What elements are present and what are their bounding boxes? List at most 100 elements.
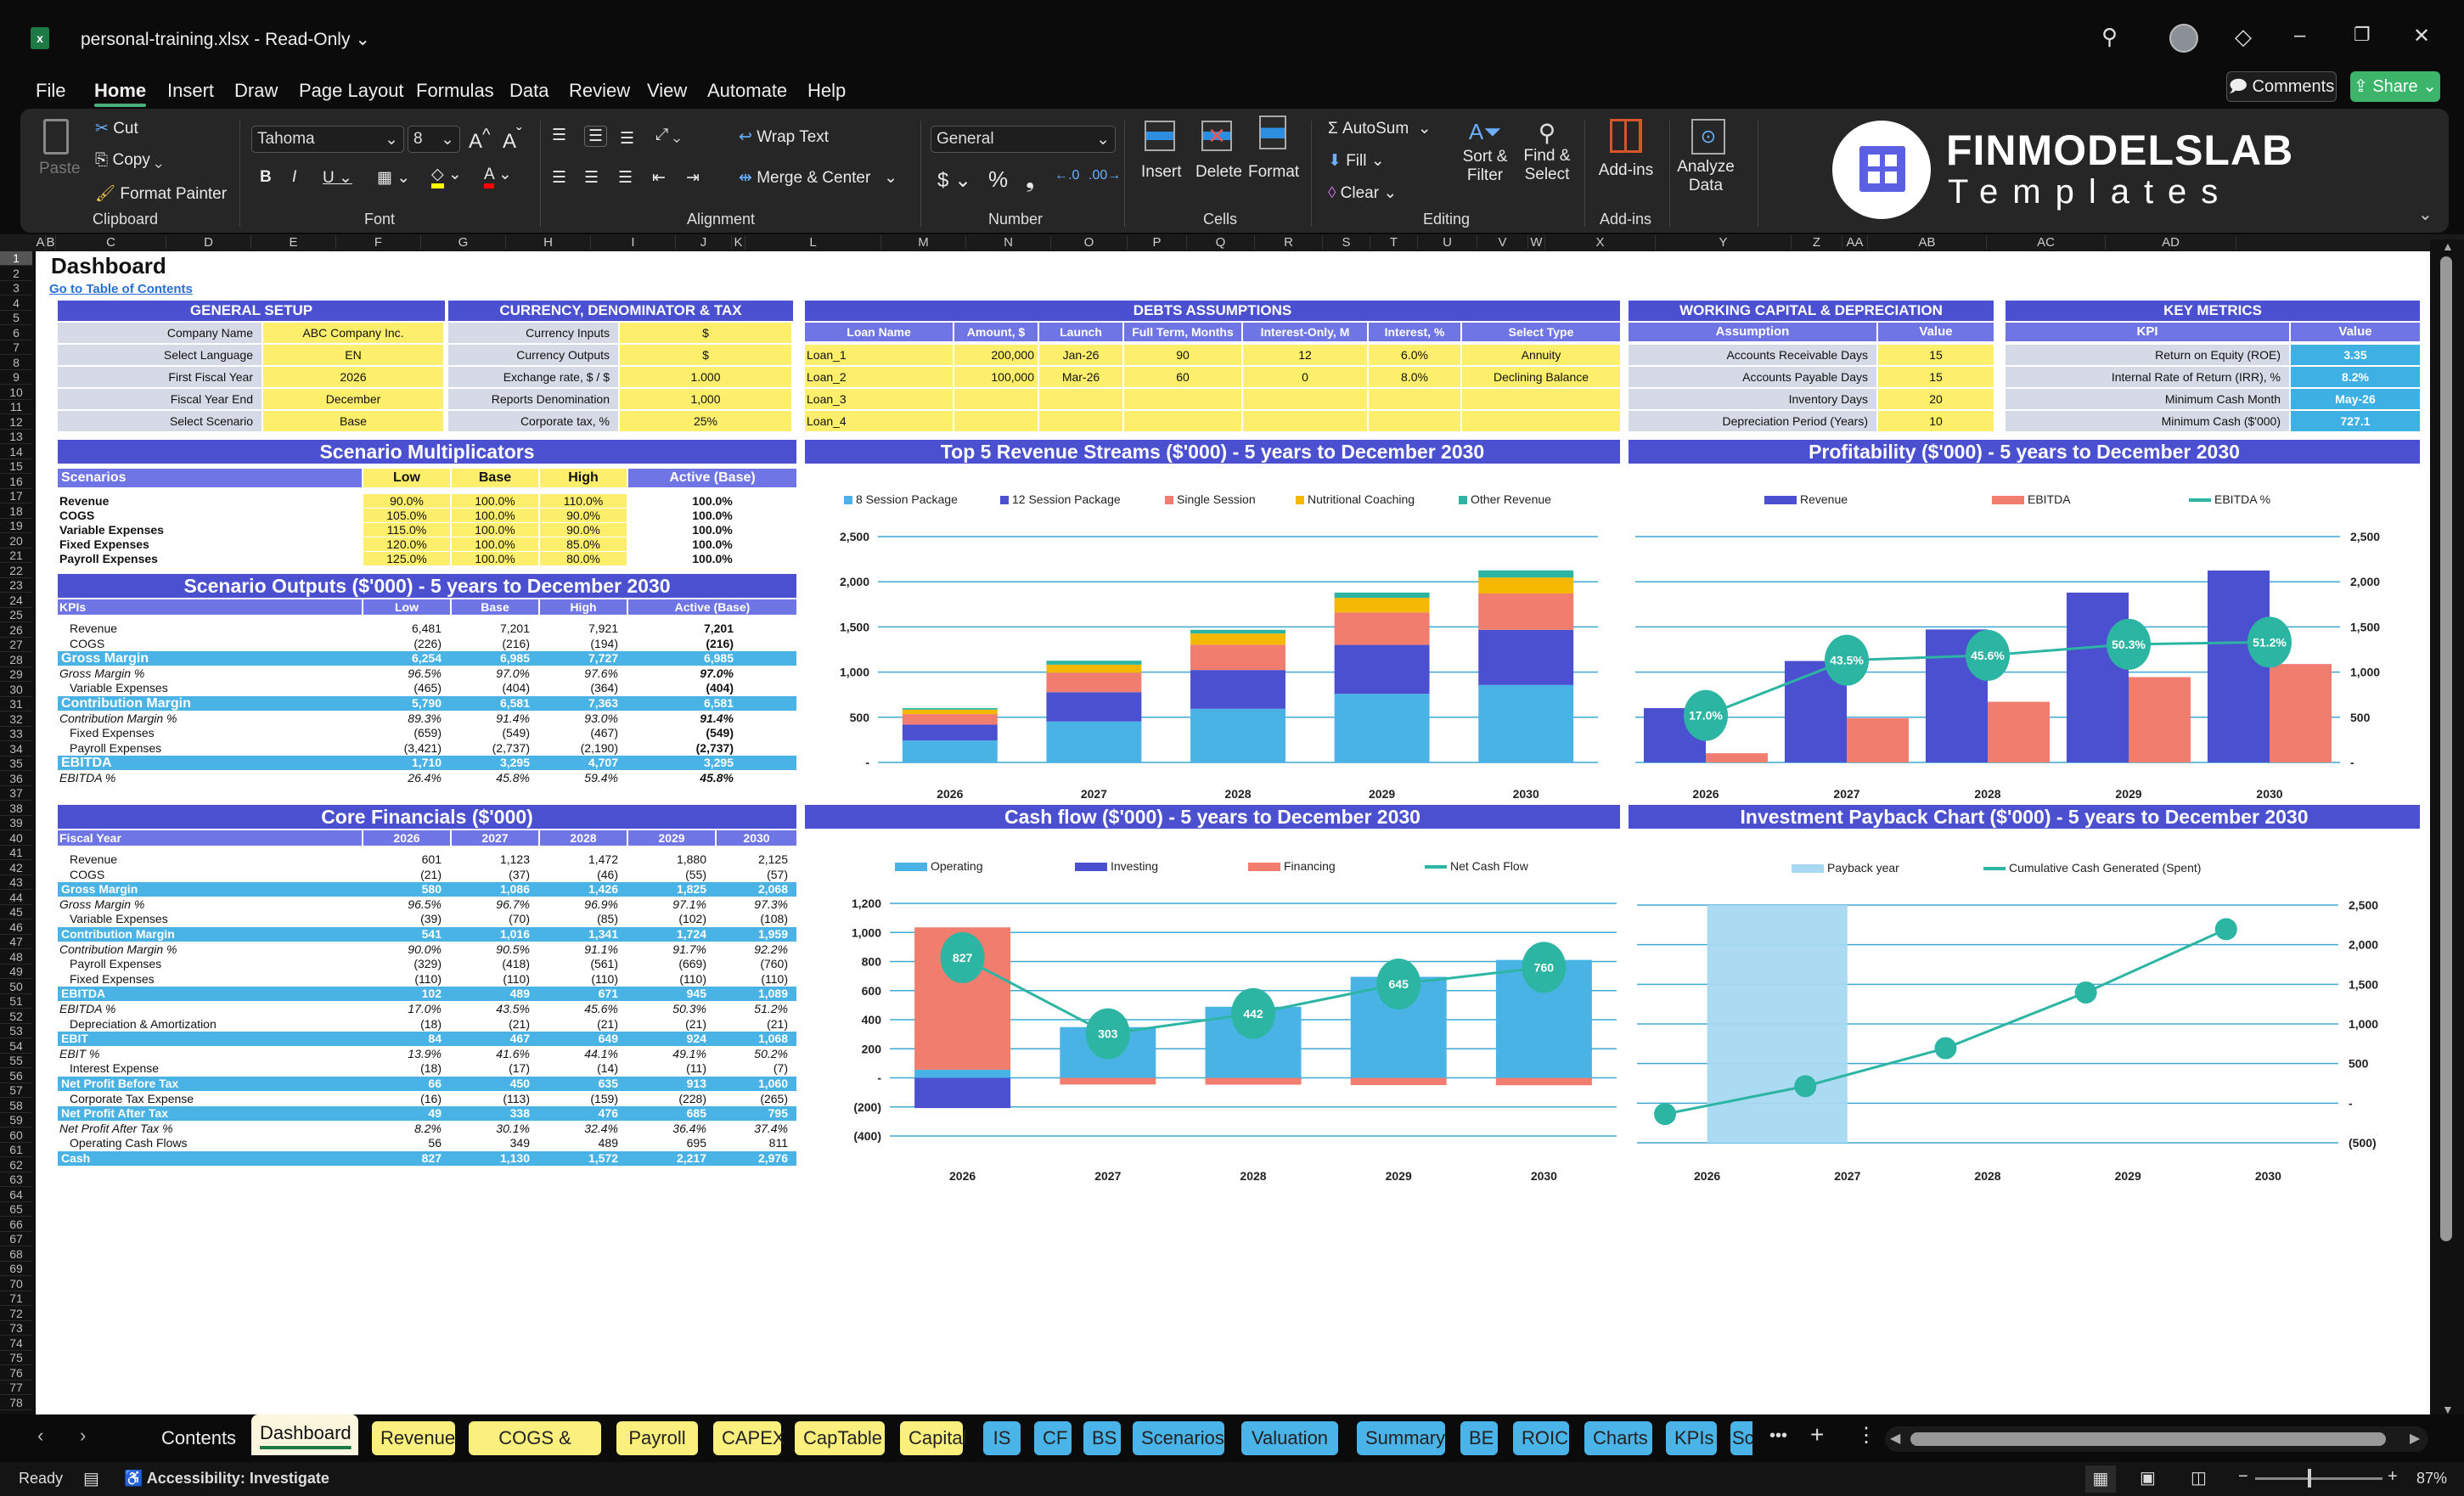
row-header[interactable]: 45	[0, 905, 32, 920]
legend-item[interactable]: Investing	[1075, 859, 1158, 873]
delete-cells-button[interactable]: ✕ Delete	[1195, 121, 1242, 182]
loan-field[interactable]: 12	[1243, 345, 1367, 365]
column-header[interactable]: Y	[1656, 235, 1792, 250]
accessibility-status[interactable]: ♿ Accessibility: Investigate	[124, 1470, 329, 1487]
align-bottom-icon[interactable]: ☰	[620, 130, 635, 148]
row-header[interactable]: 39	[0, 816, 32, 830]
menu-automate[interactable]: Automate	[707, 80, 788, 101]
row-header[interactable]: 60	[0, 1128, 32, 1143]
row-header[interactable]: 70	[0, 1277, 32, 1291]
row-header[interactable]: 27	[0, 638, 32, 652]
setting-value[interactable]: 10	[1878, 411, 1994, 431]
sheet-tab-sc[interactable]: Sc	[1730, 1421, 1754, 1455]
loan-field[interactable]	[1243, 411, 1367, 431]
loan-field[interactable]: 0	[1243, 367, 1367, 387]
close-button[interactable]: ✕	[2413, 25, 2431, 48]
column-header[interactable]: P	[1128, 235, 1187, 250]
menu-review[interactable]: Review	[569, 80, 631, 101]
align-middle-icon[interactable]: ☰	[584, 126, 608, 147]
row-header[interactable]: 18	[0, 504, 32, 519]
setting-value[interactable]: December	[263, 389, 443, 409]
setting-value[interactable]: 15	[1878, 345, 1994, 365]
loan-field[interactable]	[1462, 411, 1620, 431]
row-header[interactable]: 29	[0, 667, 32, 682]
menu-data[interactable]: Data	[509, 80, 549, 101]
sheet-tab-be[interactable]: BE	[1460, 1421, 1498, 1455]
row-header[interactable]: 78	[0, 1396, 32, 1410]
font-name-select[interactable]: Tahoma ⌄	[251, 126, 404, 153]
align-center-icon[interactable]: ☰	[584, 169, 599, 187]
currency-format-icon[interactable]: $ ⌄	[937, 169, 972, 192]
column-header[interactable]: F	[336, 235, 421, 250]
setting-value[interactable]: 20	[1878, 389, 1994, 409]
row-header[interactable]: 56	[0, 1069, 32, 1083]
copy-button[interactable]: ⎘ Copy ⌄	[95, 151, 163, 169]
sheet-tab-bs[interactable]: BS	[1083, 1421, 1121, 1455]
paste-button[interactable]: Paste	[39, 119, 81, 200]
column-header[interactable]: AC	[1987, 235, 2106, 250]
row-header[interactable]: 1	[0, 251, 32, 266]
column-header[interactable]: N	[966, 235, 1051, 250]
clear-button[interactable]: ◊ Clear ⌄	[1328, 184, 1398, 202]
row-header[interactable]: 59	[0, 1113, 32, 1128]
menu-home[interactable]: Home	[94, 80, 147, 107]
row-header[interactable]: 20	[0, 534, 32, 548]
scroll-left-icon[interactable]: ◀	[1890, 1431, 1901, 1446]
bold-button[interactable]: B	[260, 168, 272, 186]
column-header[interactable]: D	[166, 235, 251, 250]
column-header[interactable]: A	[36, 235, 46, 250]
setting-value[interactable]: $	[620, 345, 791, 365]
row-header[interactable]: 51	[0, 994, 32, 1009]
legend-item[interactable]: Revenue	[1764, 492, 1848, 506]
row-header[interactable]: 41	[0, 846, 32, 860]
row-header[interactable]: 48	[0, 950, 32, 965]
legend-item[interactable]: Cumulative Cash Generated (Spent)	[1983, 861, 2201, 875]
revenue-streams-chart[interactable]: 8 Session Package 12 Session Package Singl…	[805, 465, 1620, 805]
row-header[interactable]: 23	[0, 578, 32, 593]
scenario-multiplier-value[interactable]: 120.0%	[363, 537, 450, 551]
legend-item[interactable]: EBITDA	[1992, 492, 2071, 506]
sort-filter-button[interactable]: A⏷ Sort & Filter	[1460, 119, 1510, 185]
row-header[interactable]: 43	[0, 875, 32, 890]
align-left-icon[interactable]: ☰	[552, 169, 567, 187]
row-header[interactable]: 64	[0, 1188, 32, 1202]
addins-button[interactable]: Add-ins	[1596, 119, 1656, 180]
legend-item[interactable]: Financing	[1248, 859, 1336, 873]
row-header[interactable]: 11	[0, 400, 32, 414]
column-header[interactable]: Z	[1792, 235, 1842, 250]
restore-button[interactable]: ❐	[2354, 24, 2371, 45]
sheet-tab-capital[interactable]: Capital	[900, 1421, 966, 1455]
diamond-icon[interactable]: ◇	[2235, 24, 2252, 49]
percent-format-icon[interactable]: %	[988, 166, 1009, 192]
setting-value[interactable]: $	[620, 323, 791, 343]
row-header[interactable]: 35	[0, 756, 32, 771]
row-header[interactable]: 2	[0, 267, 32, 281]
more-sheets-icon[interactable]: •••	[1769, 1426, 1788, 1445]
row-header[interactable]: 53	[0, 1024, 32, 1038]
column-header[interactable]: C	[56, 235, 166, 250]
setting-value[interactable]: EN	[263, 345, 443, 365]
row-header[interactable]: 3	[0, 281, 32, 295]
row-header[interactable]: 75	[0, 1351, 32, 1365]
cut-button[interactable]: ✂ Cut	[95, 120, 138, 138]
loan-field[interactable]	[1039, 389, 1122, 409]
row-header[interactable]: 21	[0, 548, 32, 563]
font-color-button[interactable]: A ⌄	[484, 165, 512, 188]
align-top-icon[interactable]: ☰	[552, 127, 567, 144]
column-header[interactable]: B	[46, 235, 56, 250]
scenario-multiplier-value[interactable]: 110.0%	[540, 494, 627, 508]
toc-link[interactable]: Go to Table of Contents	[49, 282, 193, 296]
setting-value[interactable]: 2026	[263, 367, 443, 387]
payback-chart[interactable]: Payback year Cumulative Cash Generated (S…	[1629, 830, 2420, 1187]
row-header[interactable]: 22	[0, 564, 32, 578]
legend-item[interactable]: Payback year	[1792, 861, 1899, 875]
format-cells-button[interactable]: Format	[1248, 115, 1299, 182]
row-header[interactable]: 28	[0, 653, 32, 667]
setting-value[interactable]: 25%	[620, 411, 791, 431]
row-header[interactable]: 40	[0, 831, 32, 846]
scenario-multiplier-value[interactable]: 100.0%	[452, 523, 538, 537]
sheet-tab-roic[interactable]: ROIC	[1513, 1421, 1569, 1455]
scenario-multiplier-value[interactable]: 90.0%	[540, 523, 627, 537]
loan-field[interactable]: Annuity	[1462, 345, 1620, 365]
column-header[interactable]: K	[732, 235, 745, 250]
